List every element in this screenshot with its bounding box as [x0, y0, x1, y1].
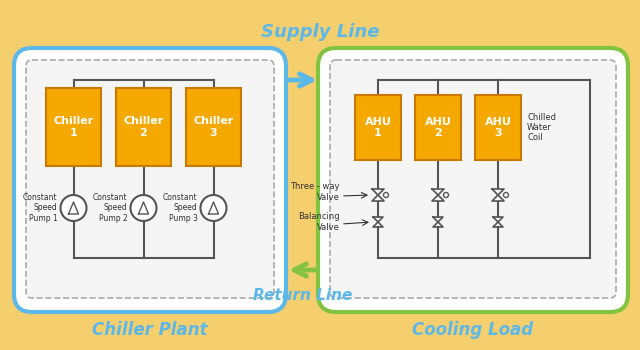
Text: AHU
1: AHU 1: [365, 117, 392, 138]
Text: Constant
Speed
Pump 3: Constant Speed Pump 3: [163, 193, 198, 223]
Text: AHU
3: AHU 3: [484, 117, 511, 138]
Text: Chiller
2: Chiller 2: [124, 116, 164, 138]
Circle shape: [131, 195, 157, 221]
FancyBboxPatch shape: [330, 60, 616, 298]
Text: Constant
Speed
Pump 2: Constant Speed Pump 2: [93, 193, 127, 223]
Text: Return Line: Return Line: [253, 287, 353, 302]
Text: Three - way
Valve: Three - way Valve: [291, 182, 340, 202]
Bar: [355, 95, 401, 160]
FancyBboxPatch shape: [318, 48, 628, 312]
Text: Chiller
1: Chiller 1: [53, 116, 93, 138]
Text: Chiller Plant: Chiller Plant: [92, 321, 208, 339]
Bar: [475, 95, 521, 160]
Circle shape: [504, 193, 509, 197]
Bar: [415, 95, 461, 160]
Text: Chiller
3: Chiller 3: [193, 116, 234, 138]
Circle shape: [444, 193, 449, 197]
FancyBboxPatch shape: [14, 48, 286, 312]
Circle shape: [383, 193, 388, 197]
Bar: [186, 88, 241, 166]
Text: Constant
Speed
Pump 1: Constant Speed Pump 1: [23, 193, 58, 223]
FancyBboxPatch shape: [26, 60, 274, 298]
Circle shape: [61, 195, 86, 221]
Bar: [116, 88, 171, 166]
Text: AHU
2: AHU 2: [424, 117, 451, 138]
Bar: [46, 88, 101, 166]
Text: Supply Line: Supply Line: [260, 23, 380, 41]
Text: Balancing
Valve: Balancing Valve: [298, 212, 340, 232]
Circle shape: [200, 195, 227, 221]
Text: Cooling Load: Cooling Load: [412, 321, 534, 339]
Text: Chilled
Water
Coil: Chilled Water Coil: [527, 113, 556, 142]
